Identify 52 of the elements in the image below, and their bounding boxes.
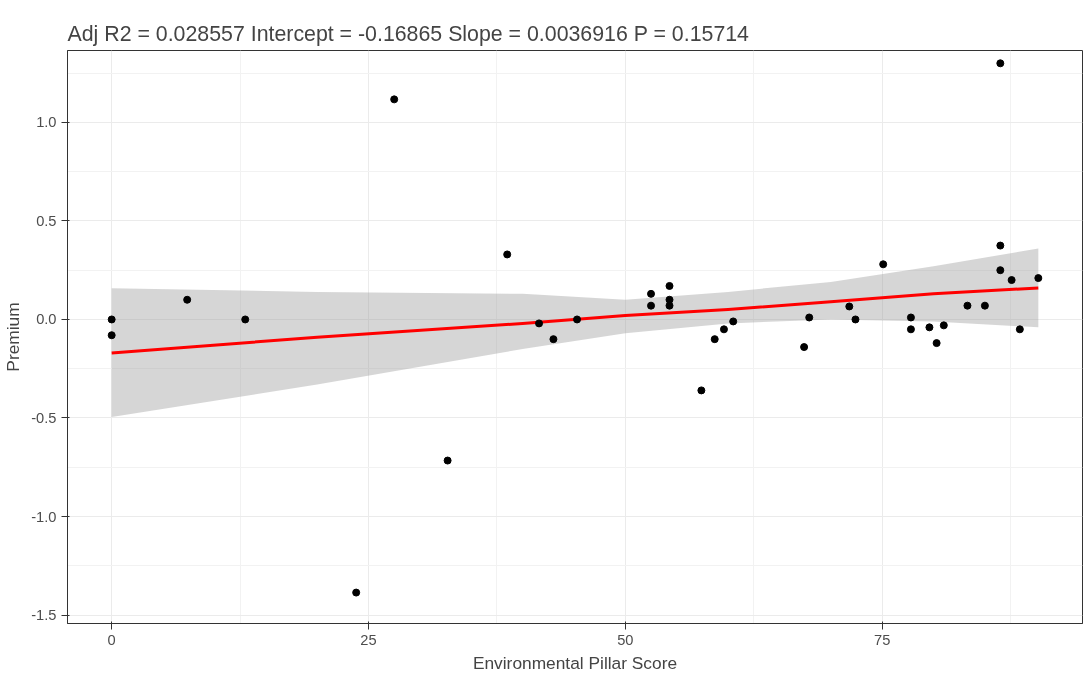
point xyxy=(573,315,582,324)
x-axis-title: Environmental Pillar Score xyxy=(472,652,678,673)
point xyxy=(800,343,809,352)
point xyxy=(390,95,399,104)
point xyxy=(996,266,1005,275)
point xyxy=(963,301,972,310)
point xyxy=(665,295,674,304)
point xyxy=(665,301,674,310)
y-tick-label: -1.0 xyxy=(31,508,57,525)
point xyxy=(996,59,1005,68)
y-tick-label: -1.5 xyxy=(31,607,57,624)
point xyxy=(241,315,250,324)
point xyxy=(939,321,948,330)
point xyxy=(647,289,656,298)
point xyxy=(183,295,192,304)
point xyxy=(719,325,728,334)
point xyxy=(925,323,934,332)
point xyxy=(879,260,888,269)
point xyxy=(906,313,915,322)
point xyxy=(805,313,814,322)
point xyxy=(906,325,915,334)
point xyxy=(729,317,738,326)
point xyxy=(845,302,854,311)
point xyxy=(996,241,1005,250)
y-tick-label: 0.0 xyxy=(36,311,57,328)
point xyxy=(107,331,116,340)
x-tick-label: 0 xyxy=(107,631,116,648)
point xyxy=(980,301,989,310)
point xyxy=(352,588,361,597)
point xyxy=(647,301,656,310)
point xyxy=(535,319,544,328)
chart-title: Adj R2 = 0.028557 Intercept = -0.16865 Slope = 0.0036916 P = 0.15714 xyxy=(67,21,750,46)
point xyxy=(665,281,674,290)
y-tick-label: 0.5 xyxy=(36,212,57,229)
point xyxy=(851,315,860,324)
point xyxy=(1034,274,1043,283)
y-tick-label: 1.0 xyxy=(36,114,57,131)
point xyxy=(549,335,558,344)
line-series xyxy=(110,286,1040,355)
point xyxy=(710,335,719,344)
point xyxy=(697,386,706,395)
x-tick-label: 75 xyxy=(874,631,891,648)
x-tick-label: 25 xyxy=(360,631,377,648)
point xyxy=(1007,276,1016,285)
y-axis-title: Premium xyxy=(3,302,24,372)
point xyxy=(1015,325,1024,334)
y-tick-label: -0.5 xyxy=(31,409,57,426)
point xyxy=(443,456,452,465)
x-tick-label: 50 xyxy=(617,631,634,648)
point xyxy=(503,250,512,259)
point xyxy=(932,339,941,348)
point xyxy=(107,315,116,324)
